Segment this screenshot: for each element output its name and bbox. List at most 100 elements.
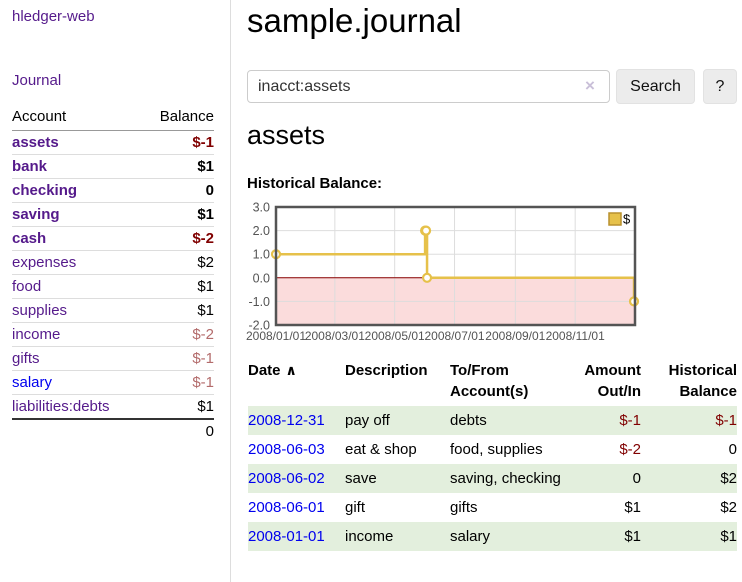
register-col-accounts: To/From Account(s) bbox=[450, 362, 529, 400]
transaction-balance: $1 bbox=[720, 528, 737, 545]
transaction-description: income bbox=[345, 528, 394, 545]
account-link-expenses[interactable]: expenses bbox=[12, 254, 77, 271]
account-balance: $1 bbox=[141, 274, 214, 299]
account-balance: $-2 bbox=[141, 322, 214, 347]
account-balance: $1 bbox=[141, 298, 214, 323]
x-axis-tick-label: 2008/01/01 bbox=[246, 329, 306, 343]
register-col-date: Date ∧ bbox=[248, 362, 297, 379]
transaction-description: eat & shop bbox=[345, 441, 417, 458]
account-balance: $-1 bbox=[141, 370, 214, 395]
x-axis-tick-label: 2008/11/01 bbox=[546, 329, 605, 343]
transaction-amount: $-2 bbox=[619, 441, 641, 458]
legend-label: $ bbox=[623, 212, 631, 227]
account-row: cash $-2 bbox=[12, 226, 214, 251]
account-link-supplies[interactable]: supplies bbox=[12, 302, 68, 319]
transaction-amount: $1 bbox=[624, 499, 641, 516]
sort-ascending-icon[interactable]: ∧ bbox=[285, 362, 297, 378]
y-axis-tick-label: -1.0 bbox=[248, 295, 270, 309]
transaction-date-link[interactable]: 2008-06-02 bbox=[248, 470, 325, 487]
account-balance: $1 bbox=[141, 154, 214, 179]
account-row: salary $-1 bbox=[12, 370, 214, 395]
transaction-balance: 0 bbox=[728, 441, 737, 458]
account-row: income $-2 bbox=[12, 322, 214, 347]
transaction-amount: $-1 bbox=[619, 412, 641, 429]
transaction-balance: $2 bbox=[720, 499, 737, 516]
transaction-accounts: debts bbox=[450, 412, 487, 429]
account-balance: $-1 bbox=[192, 134, 214, 151]
transaction-description: save bbox=[345, 470, 377, 487]
x-axis-tick-label: 2008/05/01 bbox=[365, 329, 425, 343]
account-row: checking 0 bbox=[12, 178, 214, 203]
transaction-accounts: salary bbox=[450, 528, 491, 545]
y-axis-tick-label: 1.0 bbox=[253, 248, 270, 262]
transaction-accounts: saving, checking bbox=[450, 470, 561, 487]
accounts-col-account: Account bbox=[12, 105, 142, 131]
register-header-row: Date ∧ Description To/From Account(s) Amo… bbox=[248, 360, 737, 406]
register-row: 2008-12-31 pay off debts $-1 $-1 bbox=[248, 406, 737, 435]
historical-balance-chart: $3.0 2.0 1.0 0.0 -1.0 -2.02008/01/012008/03/0… bbox=[246, 201, 640, 343]
transaction-date-link[interactable]: 2008-01-01 bbox=[248, 528, 325, 545]
accounts-total-row: 0 bbox=[12, 418, 214, 443]
transaction-date-link[interactable]: 2008-12-31 bbox=[248, 412, 325, 429]
y-axis-tick-label: 3.0 bbox=[253, 201, 270, 215]
account-link-cash[interactable]: cash bbox=[12, 230, 47, 247]
account-balance: $-1 bbox=[141, 346, 214, 371]
account-balance: $-2 bbox=[141, 226, 214, 251]
sidebar-item-journal[interactable]: Journal bbox=[12, 72, 62, 89]
account-heading: assets bbox=[247, 120, 326, 150]
help-button[interactable]: ? bbox=[703, 69, 737, 104]
account-balance: 0 bbox=[141, 178, 214, 203]
transaction-date-link[interactable]: 2008-06-01 bbox=[248, 499, 325, 516]
clear-search-icon[interactable]: × bbox=[585, 76, 595, 95]
accounts-table: Account Balance assets $-1 bank $1 check… bbox=[12, 105, 214, 443]
y-axis-tick-label: 0.0 bbox=[253, 271, 270, 285]
account-link-income[interactable]: income bbox=[12, 326, 61, 343]
transaction-amount: 0 bbox=[632, 470, 641, 487]
account-link-gifts[interactable]: gifts bbox=[12, 350, 40, 367]
account-balance: $1 bbox=[141, 394, 214, 419]
transaction-description: pay off bbox=[345, 412, 390, 429]
accounts-col-balance: Balance bbox=[141, 105, 214, 131]
transaction-amount: $1 bbox=[624, 528, 641, 545]
historical-balance-label: Historical Balance: bbox=[247, 175, 383, 192]
y-axis-tick-label: -2.0 bbox=[248, 319, 270, 333]
transaction-description: gift bbox=[345, 499, 366, 516]
account-link-bank[interactable]: bank bbox=[12, 158, 48, 175]
page-title: sample.journal bbox=[247, 2, 462, 39]
transaction-balance: $-1 bbox=[715, 412, 737, 429]
account-row: bank $1 bbox=[12, 154, 214, 179]
account-link-liabilities-debts[interactable]: liabilities:debts bbox=[12, 398, 110, 415]
accounts-total-value: 0 bbox=[141, 418, 214, 443]
account-link-saving[interactable]: saving bbox=[12, 206, 60, 223]
account-link-checking[interactable]: checking bbox=[12, 182, 78, 199]
register-row: 2008-06-01 gift gifts $1 $2 bbox=[248, 493, 737, 522]
search-form: × Search ? bbox=[247, 69, 739, 105]
transaction-balance: $2 bbox=[720, 470, 737, 487]
account-row: gifts $-1 bbox=[12, 346, 214, 371]
search-input[interactable] bbox=[247, 70, 610, 103]
account-link-assets[interactable]: assets bbox=[12, 134, 59, 151]
account-row: saving $1 bbox=[12, 202, 214, 227]
register-row: 2008-01-01 income salary $1 $1 bbox=[248, 522, 737, 551]
plot-border bbox=[274, 205, 637, 327]
register-col-description: Description bbox=[345, 362, 428, 379]
account-row: expenses $2 bbox=[12, 250, 214, 275]
x-axis-tick-label: 2008/03/01 bbox=[305, 329, 365, 343]
transaction-accounts: gifts bbox=[450, 499, 478, 516]
transaction-date-link[interactable]: 2008-06-03 bbox=[248, 441, 325, 458]
search-button[interactable]: Search bbox=[616, 69, 695, 104]
data-point-marker bbox=[420, 225, 432, 236]
register-col-balance: Historical Balance bbox=[668, 362, 737, 400]
data-point-marker bbox=[421, 272, 433, 283]
account-row: assets $-1 bbox=[12, 131, 214, 155]
sidebar: hledger-web Journal Account Balance asse… bbox=[0, 0, 231, 582]
transaction-accounts: food, supplies bbox=[450, 441, 543, 458]
register-row: 2008-06-02 save saving, checking 0 $2 bbox=[248, 464, 737, 493]
app-brand-link[interactable]: hledger-web bbox=[12, 8, 95, 25]
account-link-food[interactable]: food bbox=[12, 278, 42, 295]
account-link-salary[interactable]: salary bbox=[12, 374, 53, 391]
account-row: supplies $1 bbox=[12, 298, 214, 323]
account-balance: $1 bbox=[141, 202, 214, 227]
y-axis-tick-label: 2.0 bbox=[253, 224, 270, 238]
x-axis-tick-label: 2008/07/01 bbox=[424, 329, 484, 343]
